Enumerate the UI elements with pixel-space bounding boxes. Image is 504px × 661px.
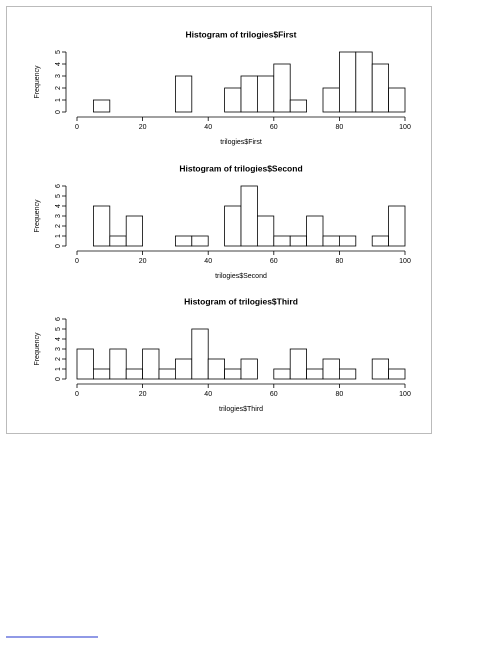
y-tick-label: 4	[55, 62, 62, 66]
x-axis-label: trilogies$Third	[219, 406, 263, 413]
x-tick-label: 100	[399, 258, 411, 265]
x-tick-label: 100	[399, 391, 411, 398]
x-tick-label: 80	[336, 391, 344, 398]
x-tick-label: 20	[139, 258, 147, 265]
bar	[273, 235, 291, 247]
bar	[306, 215, 324, 247]
bar	[93, 368, 111, 380]
y-tick-label: 2	[55, 357, 62, 361]
y-tick-label: 0	[55, 244, 62, 248]
bar	[240, 358, 258, 380]
y-tick-label: 4	[55, 337, 62, 341]
x-tick-label: 60	[270, 124, 278, 131]
bar	[174, 235, 193, 247]
x-axis-label: trilogies$Second	[215, 273, 267, 280]
bar	[224, 205, 242, 247]
bar	[371, 358, 390, 380]
y-tick-label: 5	[55, 50, 62, 54]
bar	[191, 235, 209, 247]
chart-title: Histogram of trilogies$Second	[179, 163, 302, 173]
x-tick-label: 60	[270, 258, 278, 265]
bar	[224, 87, 242, 113]
bar	[93, 99, 111, 113]
y-tick-label: 5	[55, 327, 62, 331]
y-tick-label: 6	[55, 317, 62, 321]
x-tick-label: 80	[336, 258, 344, 265]
bar	[388, 205, 406, 247]
bar	[109, 235, 127, 247]
y-tick-label: 3	[55, 347, 62, 351]
bar	[93, 205, 111, 247]
chart-title: Histogram of trilogies$First	[186, 29, 297, 39]
bar	[273, 63, 291, 113]
x-tick-label: 40	[204, 124, 212, 131]
bar	[224, 368, 242, 380]
bar	[174, 358, 193, 380]
bar	[388, 368, 406, 380]
bar	[174, 75, 193, 113]
y-axis-label: Frequency	[34, 199, 41, 233]
x-tick-label: 20	[139, 124, 147, 131]
bar	[322, 358, 340, 380]
bar	[158, 368, 176, 380]
y-tick-label: 6	[55, 184, 62, 188]
bar	[371, 235, 390, 247]
bar	[109, 348, 127, 380]
x-tick-label: 0	[75, 124, 79, 131]
x-tick-label: 40	[204, 258, 212, 265]
x-axis-label: trilogies$First	[220, 139, 262, 146]
x-tick-label: 40	[204, 391, 212, 398]
bar	[125, 215, 143, 247]
y-axis-label: Frequency	[34, 65, 41, 99]
bar	[76, 348, 94, 380]
bar	[371, 63, 390, 113]
bar	[289, 99, 308, 113]
bar	[338, 235, 357, 247]
bar	[338, 368, 357, 380]
bar	[207, 358, 225, 380]
bar	[142, 348, 160, 380]
chart-title: Histogram of trilogies$Third	[184, 296, 298, 306]
bar	[388, 87, 406, 113]
bar	[240, 185, 258, 247]
bar	[256, 75, 275, 113]
y-tick-label: 3	[55, 74, 62, 78]
bar	[306, 368, 324, 380]
y-tick-label: 4	[55, 204, 62, 208]
y-tick-label: 1	[55, 98, 62, 102]
bar	[355, 51, 373, 113]
y-tick-label: 1	[55, 367, 62, 371]
y-tick-label: 1	[55, 234, 62, 238]
bar	[289, 235, 308, 247]
bar	[240, 75, 258, 113]
bar	[273, 368, 291, 380]
y-tick-label: 2	[55, 86, 62, 90]
y-axis-label: Frequency	[34, 332, 41, 366]
y-tick-label: 0	[55, 377, 62, 381]
bar	[322, 235, 340, 247]
x-tick-label: 0	[75, 258, 79, 265]
x-tick-label: 0	[75, 391, 79, 398]
bar	[256, 215, 275, 247]
y-tick-label: 3	[55, 214, 62, 218]
bar	[338, 51, 357, 113]
bar	[289, 348, 308, 380]
y-tick-label: 2	[55, 224, 62, 228]
x-tick-label: 80	[336, 124, 344, 131]
x-tick-label: 100	[399, 124, 411, 131]
x-tick-label: 60	[270, 391, 278, 398]
x-tick-label: 20	[139, 391, 147, 398]
y-tick-label: 0	[55, 110, 62, 114]
bar	[322, 87, 340, 113]
bar	[191, 328, 209, 380]
bar	[125, 368, 143, 380]
y-tick-label: 5	[55, 194, 62, 198]
